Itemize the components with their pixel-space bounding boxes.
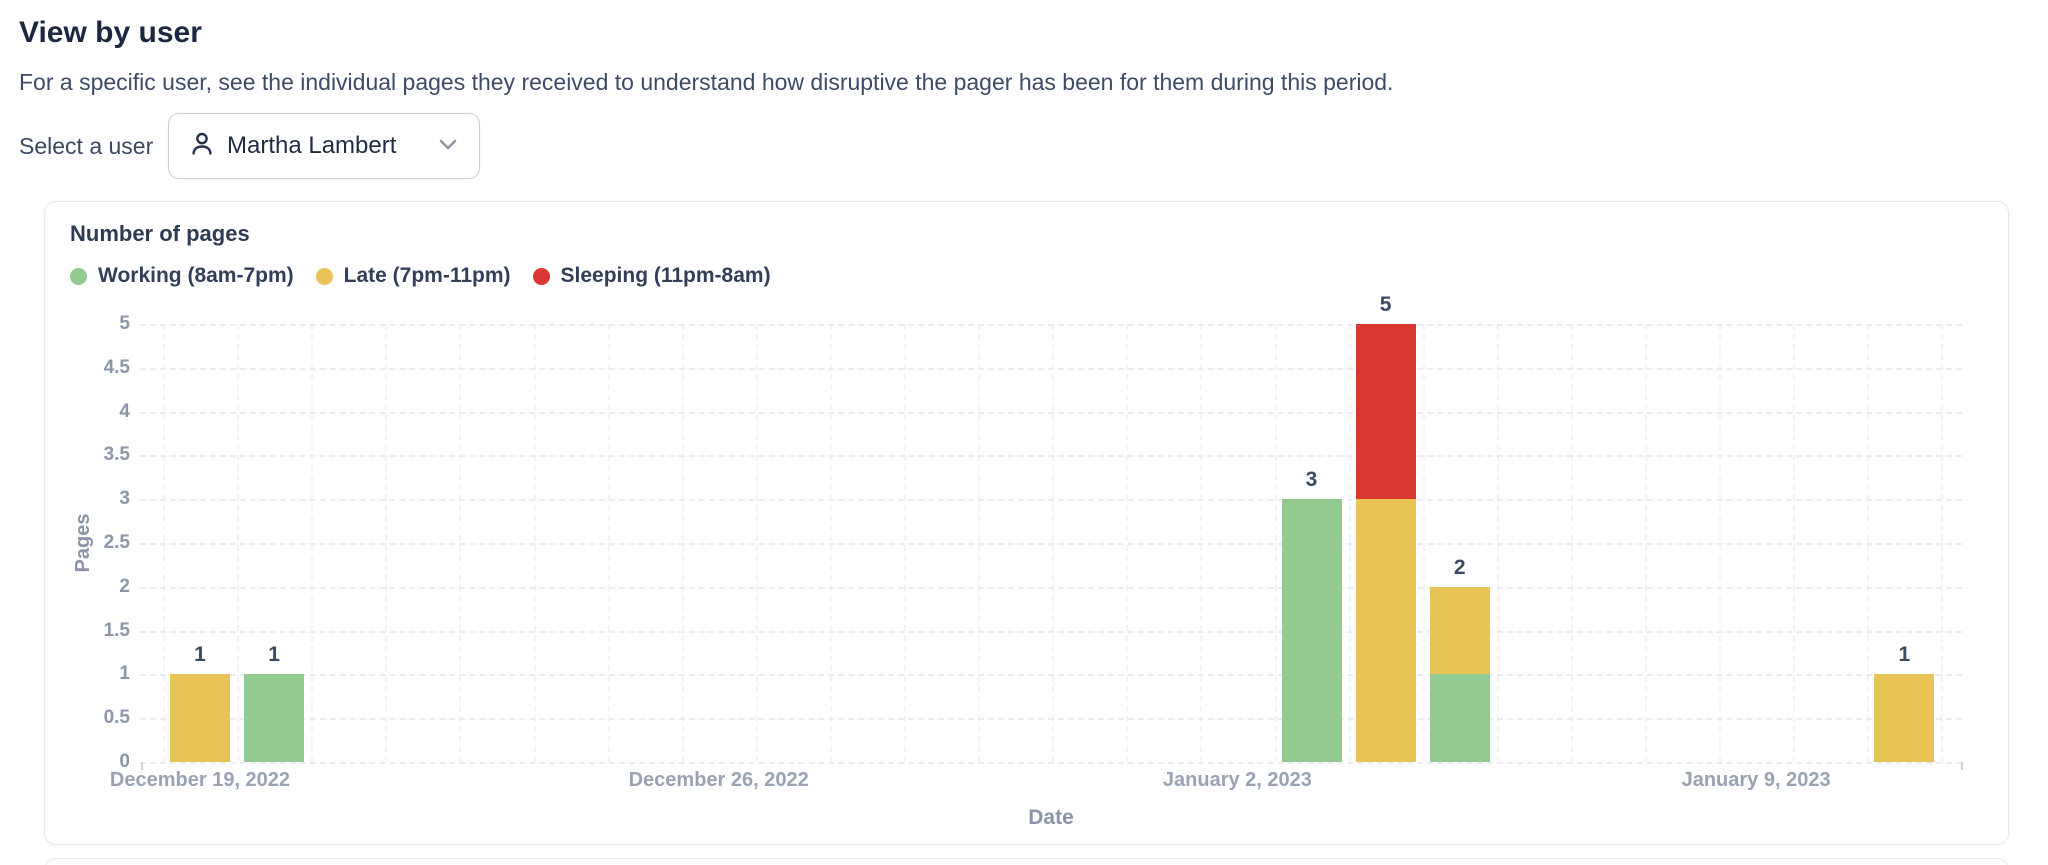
legend-dot-icon <box>532 267 550 285</box>
x-axis-tick-mark <box>141 762 143 770</box>
user-select-dropdown[interactable]: Martha Lambert <box>168 113 480 179</box>
y-axis-tick-label: 2.5 <box>103 532 130 553</box>
bar-segment[interactable] <box>1429 674 1490 762</box>
select-user-label: Select a user <box>19 133 154 159</box>
bar-value-label: 1 <box>194 643 206 667</box>
horizontal-gridline <box>140 543 1962 545</box>
legend-label: Sleeping (11pm-8am) <box>560 264 771 287</box>
horizontal-gridline <box>140 324 1962 326</box>
x-axis-tick-mark <box>1961 762 1963 770</box>
legend-item-1[interactable]: Late (7pm-11pm) <box>315 264 511 288</box>
chart-card <box>44 201 2009 845</box>
selected-user-name: Martha Lambert <box>227 132 397 159</box>
bar-segment[interactable] <box>1429 586 1490 675</box>
x-axis-tick-label: December 19, 2022 <box>109 769 291 791</box>
chart-title: Number of pages <box>70 221 250 246</box>
bar-value-label: 1 <box>268 643 280 667</box>
legend-label: Working (8am-7pm) <box>98 264 294 287</box>
legend-item-2[interactable]: Sleeping (11pm-8am) <box>532 264 771 288</box>
horizontal-gridline <box>140 411 1962 414</box>
chevron-down-icon <box>439 137 457 155</box>
bar-value-label: 2 <box>1453 555 1466 579</box>
page-title: View by user <box>19 16 202 49</box>
bar-segment[interactable] <box>1874 674 1935 762</box>
x-axis-tick-label: January 2, 2023 <box>1162 769 1312 791</box>
y-axis-tick-label: 5 <box>119 313 130 334</box>
y-axis-tick-label: 1.5 <box>103 619 130 641</box>
horizontal-gridline <box>140 586 1962 589</box>
y-axis-tick-label: 0 <box>119 751 130 772</box>
bar-segment[interactable] <box>1355 499 1416 762</box>
bar-value-label: 5 <box>1379 293 1392 316</box>
horizontal-gridline <box>140 499 1962 502</box>
x-axis-tick-label: December 26, 2022 <box>628 769 809 791</box>
y-axis-tick-label: 1 <box>119 663 130 685</box>
legend-label: Late (7pm-11pm) <box>343 264 511 287</box>
horizontal-gridline <box>140 630 1962 633</box>
legend-dot-icon <box>315 267 333 285</box>
bar-segment[interactable] <box>244 674 305 762</box>
bar-segment[interactable] <box>170 674 230 762</box>
horizontal-gridline <box>140 674 1962 677</box>
bar-value-label: 1 <box>1898 643 1911 667</box>
next-card-top-edge <box>44 858 2009 865</box>
bar-value-label: 3 <box>1305 468 1318 492</box>
horizontal-gridline <box>140 367 1962 370</box>
x-axis-tick-label: January 9, 2023 <box>1681 769 1831 791</box>
bar-segment[interactable] <box>1355 324 1416 500</box>
bar-segment[interactable] <box>1281 499 1342 762</box>
page-description: For a specific user, see the individual … <box>19 69 1394 95</box>
y-axis-tick-label: 3 <box>119 488 130 510</box>
legend-item-0[interactable]: Working (8am-7pm) <box>70 264 294 288</box>
y-axis-tick-label: 0.5 <box>103 707 130 729</box>
y-axis-tick-label: 2 <box>119 575 130 597</box>
person-icon <box>191 132 213 161</box>
y-axis-tick-label: 4 <box>119 400 130 422</box>
y-axis-tick-label: 4.5 <box>103 356 130 378</box>
horizontal-gridline <box>140 455 1962 458</box>
horizontal-gridline <box>140 718 1962 721</box>
y-axis-tick-label: 3.5 <box>103 444 130 466</box>
x-axis-title: Date <box>1028 806 1074 829</box>
y-axis-title: Pages <box>72 513 94 573</box>
horizontal-gridline <box>140 762 1962 764</box>
chart-legend: Working (8am-7pm) Late (7pm-11pm) Sleeping… <box>70 264 771 288</box>
legend-dot-icon <box>70 267 87 285</box>
